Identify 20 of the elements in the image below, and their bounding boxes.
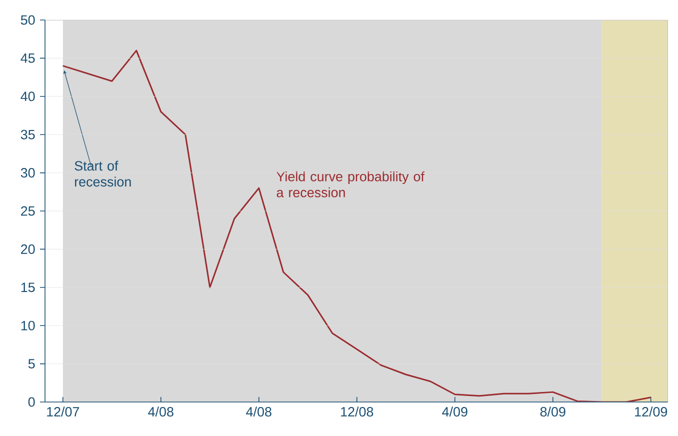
- y-tick-label: 40: [20, 92, 35, 102]
- y-tick-label: 0: [28, 397, 35, 407]
- y-tick-label: 5: [28, 359, 35, 368]
- x-tick-label: 4/08: [148, 406, 174, 417]
- x-tick-label: 8/09: [540, 406, 566, 417]
- y-tick-label: 25: [21, 206, 35, 216]
- x-tick-label: 12/07: [47, 406, 80, 417]
- x-tick-label: 12/08: [341, 406, 374, 417]
- x-tick-label: 12/09: [635, 406, 668, 417]
- x-tick-label: 4/09: [442, 406, 468, 417]
- y-tick-label: 45: [20, 54, 35, 63]
- y-tick-label: 10: [21, 320, 35, 330]
- annotation: Start of recession: [74, 160, 131, 187]
- y-tick-label: 35: [20, 130, 35, 140]
- x-tick-label: 4/08: [246, 406, 272, 417]
- y-tick-label: 50: [20, 15, 35, 25]
- series-label: Yield curve probability of a recession: [276, 171, 424, 198]
- y-tick-label: 20: [21, 244, 35, 254]
- y-tick-label: 15: [21, 282, 35, 292]
- y-tick-label: 30: [20, 168, 35, 178]
